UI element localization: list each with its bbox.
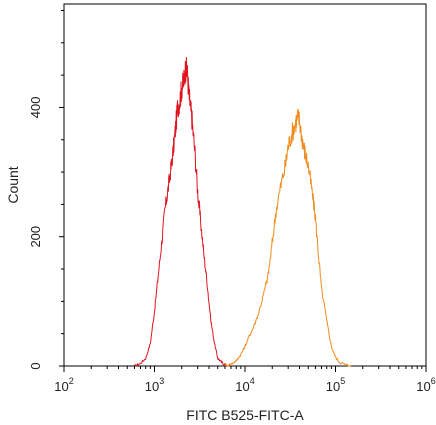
x-tick-label: 102 bbox=[54, 376, 73, 394]
y-tick-label: 200 bbox=[28, 226, 43, 248]
plot-frame bbox=[63, 3, 427, 367]
y-axis: 0 200 400 bbox=[28, 9, 64, 370]
x-tick-label: 103 bbox=[145, 376, 164, 394]
histogram-series-1 bbox=[134, 57, 232, 367]
x-axis-title: FITC B525-FITC-A bbox=[186, 407, 304, 423]
x-tick-label: 104 bbox=[235, 376, 254, 394]
y-axis-title: Count bbox=[5, 166, 21, 203]
histogram-series-2 bbox=[224, 109, 352, 367]
y-tick-label: 400 bbox=[28, 97, 43, 119]
series-group bbox=[134, 57, 352, 367]
x-tick-label: 105 bbox=[326, 376, 345, 394]
x-axis: 102 103 104 105 106 bbox=[54, 366, 436, 394]
y-tick-label: 0 bbox=[28, 362, 43, 369]
x-tick-label: 106 bbox=[416, 376, 435, 394]
